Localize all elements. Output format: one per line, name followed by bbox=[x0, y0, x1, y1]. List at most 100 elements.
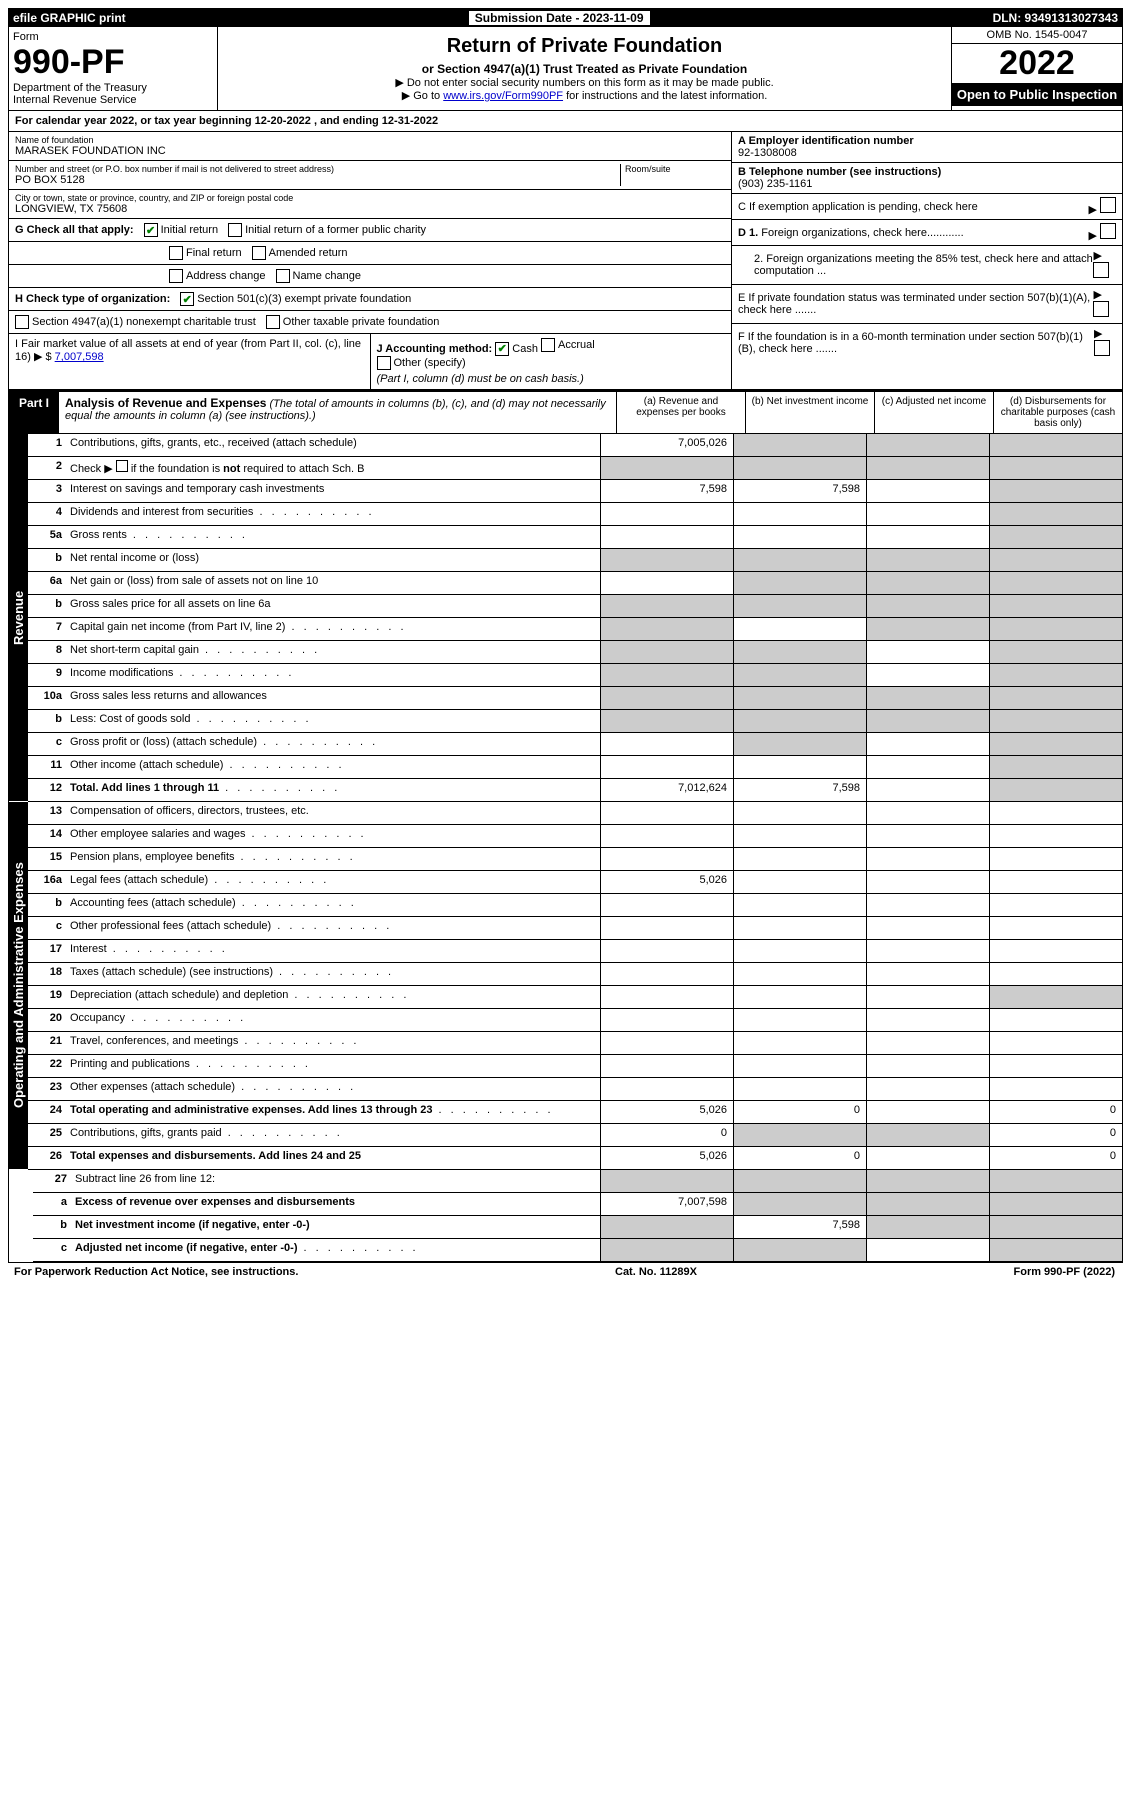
e-label: E If private foundation status was termi… bbox=[738, 292, 1093, 316]
note2: ▶ Go to www.irs.gov/Form990PF for instru… bbox=[222, 89, 947, 102]
j-note: (Part I, column (d) must be on cash basi… bbox=[377, 373, 584, 385]
page-footer: For Paperwork Reduction Act Notice, see … bbox=[8, 1263, 1121, 1281]
address: PO BOX 5128 bbox=[15, 174, 620, 186]
c-label: C If exemption application is pending, c… bbox=[738, 201, 978, 213]
instructions-link[interactable]: www.irs.gov/Form990PF bbox=[443, 90, 563, 102]
line-27c: cAdjusted net income (if negative, enter… bbox=[33, 1239, 1122, 1262]
line-27: 27Subtract line 26 from line 12: bbox=[33, 1170, 1122, 1193]
revenue-rows: 1Contributions, gifts, grants, etc., rec… bbox=[28, 434, 1122, 802]
d2-checkbox[interactable] bbox=[1093, 262, 1109, 278]
col-d-header: (d) Disbursements for charitable purpose… bbox=[993, 392, 1122, 433]
line-10a: 10aGross sales less returns and allowanc… bbox=[28, 687, 1122, 710]
dln: DLN: 93491313027343 bbox=[993, 11, 1118, 25]
check-501c3[interactable]: ✔Section 501(c)(3) exempt private founda… bbox=[180, 292, 411, 306]
footer-right: Form 990-PF (2022) bbox=[1014, 1266, 1115, 1278]
efile-label: efile GRAPHIC print bbox=[13, 11, 126, 25]
phone: (903) 235-1161 bbox=[738, 178, 812, 190]
phone-cell: B Telephone number (see instructions) (9… bbox=[732, 163, 1122, 194]
name-label: Name of foundation bbox=[15, 135, 725, 145]
ein-cell: A Employer identification number 92-1308… bbox=[732, 132, 1122, 163]
info-section: Name of foundation MARASEK FOUNDATION IN… bbox=[9, 132, 1122, 390]
line-23: 23Other expenses (attach schedule) bbox=[28, 1078, 1122, 1101]
check-cash[interactable]: ✔Cash bbox=[495, 342, 538, 356]
line-12: 12Total. Add lines 1 through 117,012,624… bbox=[28, 779, 1122, 802]
expenses-section: Operating and Administrative Expenses 13… bbox=[9, 802, 1122, 1170]
check-initial-former[interactable]: Initial return of a former public charit… bbox=[228, 223, 426, 237]
info-right: A Employer identification number 92-1308… bbox=[731, 132, 1122, 389]
check-accrual[interactable]: Accrual bbox=[541, 338, 595, 352]
info-left: Name of foundation MARASEK FOUNDATION IN… bbox=[9, 132, 731, 389]
line-11: 11Other income (attach schedule) bbox=[28, 756, 1122, 779]
line-21: 21Travel, conferences, and meetings bbox=[28, 1032, 1122, 1055]
calendar-year: For calendar year 2022, or tax year begi… bbox=[9, 111, 1122, 132]
form-title: Return of Private Foundation bbox=[222, 35, 947, 58]
line-16a: 16aLegal fees (attach schedule)5,026 bbox=[28, 871, 1122, 894]
check-name-change[interactable]: Name change bbox=[276, 269, 362, 283]
expenses-rows: 13Compensation of officers, directors, t… bbox=[28, 802, 1122, 1170]
h-checks: H Check type of organization: ✔Section 5… bbox=[9, 288, 731, 311]
check-4947[interactable]: Section 4947(a)(1) nonexempt charitable … bbox=[15, 315, 256, 329]
top-bar: efile GRAPHIC print Submission Date - 20… bbox=[9, 9, 1122, 27]
g-label: G Check all that apply: bbox=[15, 224, 134, 236]
e-cell: E If private foundation status was termi… bbox=[732, 285, 1122, 324]
ein: 92-1308008 bbox=[738, 147, 797, 159]
header: Form 990-PF Department of the Treasury I… bbox=[9, 27, 1122, 111]
line-20: 20Occupancy bbox=[28, 1009, 1122, 1032]
irs: Internal Revenue Service bbox=[13, 94, 213, 106]
footer-left: For Paperwork Reduction Act Notice, see … bbox=[14, 1266, 298, 1278]
line-8: 8Net short-term capital gain bbox=[28, 641, 1122, 664]
submission-date: Submission Date - 2023-11-09 bbox=[469, 11, 650, 25]
b-label: B Telephone number (see instructions) bbox=[738, 166, 941, 178]
line-14: 14Other employee salaries and wages bbox=[28, 825, 1122, 848]
c-checkbox[interactable] bbox=[1100, 197, 1116, 213]
form-label: Form bbox=[13, 31, 213, 43]
line-6b: bGross sales price for all assets on lin… bbox=[28, 595, 1122, 618]
revenue-section: Revenue 1Contributions, gifts, grants, e… bbox=[9, 434, 1122, 802]
header-right: OMB No. 1545-0047 2022 Open to Public In… bbox=[951, 27, 1122, 110]
e-checkbox[interactable] bbox=[1093, 301, 1109, 317]
revenue-label: Revenue bbox=[9, 434, 28, 802]
check-other-tax[interactable]: Other taxable private foundation bbox=[266, 315, 440, 329]
g-checks-2: Final return Amended return bbox=[9, 242, 731, 265]
city-label: City or town, state or province, country… bbox=[15, 193, 725, 203]
f-label: F If the foundation is in a 60-month ter… bbox=[738, 331, 1094, 355]
d2-label: 2. Foreign organizations meeting the 85%… bbox=[738, 253, 1093, 277]
line-19: 19Depreciation (attach schedule) and dep… bbox=[28, 986, 1122, 1009]
line-13: 13Compensation of officers, directors, t… bbox=[28, 802, 1122, 825]
f-checkbox[interactable] bbox=[1094, 340, 1110, 356]
header-left: Form 990-PF Department of the Treasury I… bbox=[9, 27, 218, 110]
c-cell: C If exemption application is pending, c… bbox=[732, 194, 1122, 220]
line-3: 3Interest on savings and temporary cash … bbox=[28, 480, 1122, 503]
line-25: 25Contributions, gifts, grants paid00 bbox=[28, 1124, 1122, 1147]
form-subtitle: or Section 4947(a)(1) Trust Treated as P… bbox=[222, 62, 947, 76]
check-initial[interactable]: ✔Initial return bbox=[144, 223, 218, 237]
form-990pf: efile GRAPHIC print Submission Date - 20… bbox=[8, 8, 1123, 1263]
fmv-value[interactable]: 7,007,598 bbox=[55, 351, 104, 363]
a-label: A Employer identification number bbox=[738, 135, 914, 147]
line-4: 4Dividends and interest from securities bbox=[28, 503, 1122, 526]
line-5b: bNet rental income or (loss) bbox=[28, 549, 1122, 572]
g-checks: G Check all that apply: ✔Initial return … bbox=[9, 219, 731, 242]
col-a-header: (a) Revenue and expenses per books bbox=[616, 392, 745, 433]
i-j-row: I Fair market value of all assets at end… bbox=[9, 334, 731, 389]
check-addr-change[interactable]: Address change bbox=[169, 269, 266, 283]
line-10b: bLess: Cost of goods sold bbox=[28, 710, 1122, 733]
footer-mid: Cat. No. 11289X bbox=[615, 1266, 697, 1278]
col-b-header: (b) Net investment income bbox=[745, 392, 874, 433]
check-final[interactable]: Final return bbox=[169, 246, 242, 260]
d1-cell: D 1. D 1. Foreign organizations, check h… bbox=[732, 220, 1122, 246]
line-17: 17Interest bbox=[28, 940, 1122, 963]
line-27a: aExcess of revenue over expenses and dis… bbox=[33, 1193, 1122, 1216]
d1-checkbox[interactable] bbox=[1100, 223, 1116, 239]
check-amended[interactable]: Amended return bbox=[252, 246, 348, 260]
omb: OMB No. 1545-0047 bbox=[952, 27, 1122, 44]
expenses-label: Operating and Administrative Expenses bbox=[9, 802, 28, 1170]
f-cell: F If the foundation is in a 60-month ter… bbox=[732, 324, 1122, 362]
line-24: 24Total operating and administrative exp… bbox=[28, 1101, 1122, 1124]
tax-year: 2022 bbox=[952, 44, 1122, 83]
foundation-name: MARASEK FOUNDATION INC bbox=[15, 145, 725, 157]
note2-post: for instructions and the latest informat… bbox=[563, 90, 767, 102]
check-other-method[interactable]: Other (specify) bbox=[377, 356, 466, 370]
line-18: 18Taxes (attach schedule) (see instructi… bbox=[28, 963, 1122, 986]
line-7: 7Capital gain net income (from Part IV, … bbox=[28, 618, 1122, 641]
